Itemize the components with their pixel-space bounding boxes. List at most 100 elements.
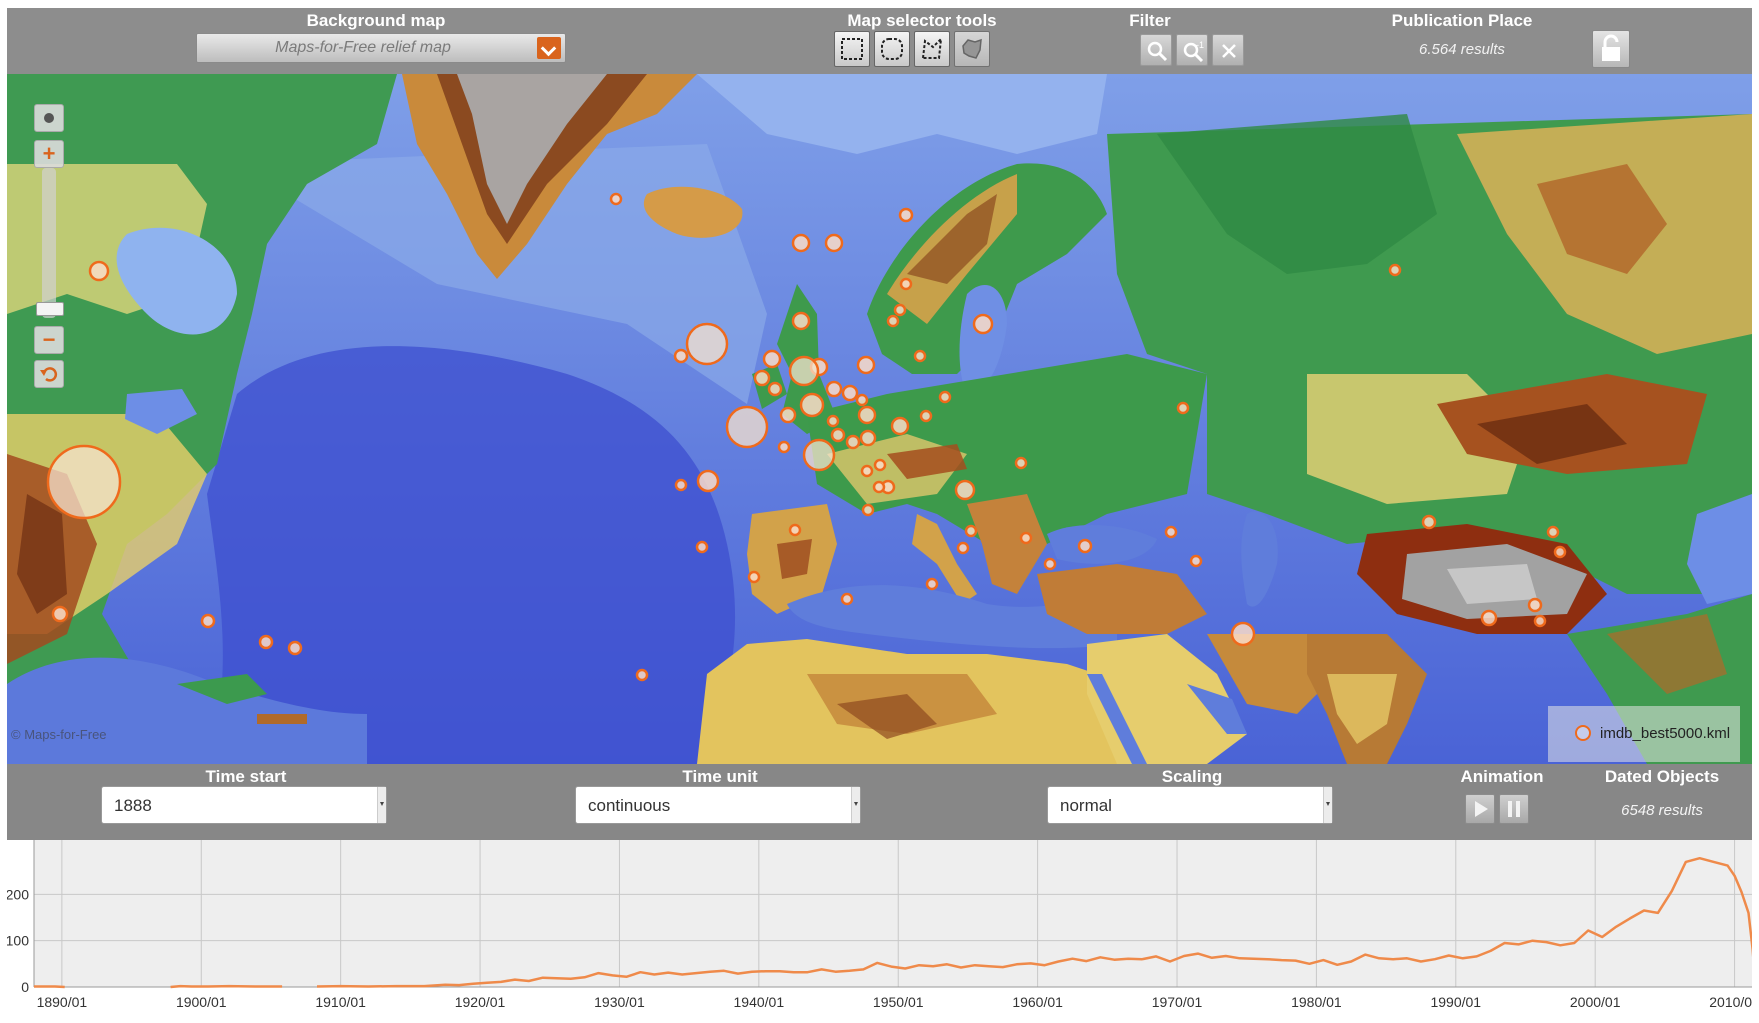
place-marker[interactable] (635, 668, 649, 682)
place-marker[interactable] (886, 314, 900, 328)
place-marker[interactable] (1388, 263, 1402, 277)
series-line[interactable] (34, 985, 65, 989)
place-marker[interactable] (695, 540, 709, 554)
place-marker[interactable] (841, 384, 859, 402)
place-marker[interactable] (200, 613, 216, 629)
place-marker[interactable] (1553, 545, 1567, 559)
time-unit-select[interactable]: continuous (575, 786, 861, 824)
place-marker[interactable] (1019, 531, 1033, 545)
place-marker[interactable] (1230, 621, 1256, 647)
place-marker[interactable] (938, 390, 952, 404)
timeline-chart-svg[interactable]: 0 100 200 1890/01 1900/01 1910/01 1920/01 1930/… (6, 840, 1759, 1018)
timeline-chart[interactable]: 0 100 200 1890/01 1900/01 1910/01 1920/01 1930/… (6, 840, 1759, 1018)
place-marker[interactable] (802, 438, 836, 472)
series-line[interactable] (316, 856, 1757, 988)
place-marker[interactable] (899, 277, 913, 291)
background-map-select[interactable]: Maps-for-Free relief map (196, 33, 566, 63)
place-marker[interactable] (1014, 456, 1028, 470)
pause-button[interactable] (1499, 794, 1529, 824)
square-selector-button[interactable] (834, 31, 870, 67)
place-marker[interactable] (913, 349, 927, 363)
place-marker[interactable] (725, 405, 769, 449)
place-marker[interactable] (1189, 554, 1203, 568)
place-marker[interactable] (673, 348, 689, 364)
place-marker[interactable] (1176, 401, 1190, 415)
place-marker[interactable] (825, 380, 843, 398)
place-marker[interactable] (799, 392, 825, 418)
lock-button[interactable] (1592, 30, 1630, 68)
clear-filter-button[interactable] (1212, 34, 1244, 66)
place-marker[interactable] (609, 192, 623, 206)
place-marker[interactable] (872, 480, 886, 494)
scaling-scroll-icon[interactable] (1323, 787, 1332, 823)
inverse-filter-button[interactable]: -1 (1176, 34, 1208, 66)
place-marker[interactable] (972, 313, 994, 335)
time-start-select[interactable]: 1888 (101, 786, 387, 824)
country-selector-button[interactable] (954, 31, 990, 67)
place-marker[interactable] (46, 444, 122, 520)
place-marker[interactable] (1527, 597, 1543, 613)
chevron-down-icon[interactable] (537, 37, 561, 59)
place-marker[interactable] (861, 503, 875, 517)
polygon-selector-button[interactable] (914, 31, 950, 67)
place-marker[interactable] (845, 434, 861, 450)
place-marker[interactable] (767, 381, 783, 397)
place-marker[interactable] (791, 233, 811, 253)
zoom-out-button[interactable]: − (34, 326, 64, 354)
zoom-world-button[interactable] (34, 104, 64, 132)
place-marker[interactable] (696, 469, 720, 493)
place-marker[interactable] (857, 405, 877, 425)
place-marker[interactable] (1480, 609, 1498, 627)
place-marker[interactable] (258, 634, 274, 650)
place-marker[interactable] (1164, 525, 1178, 539)
place-marker[interactable] (788, 523, 802, 537)
place-marker[interactable] (788, 355, 820, 387)
place-marker[interactable] (890, 416, 910, 436)
zoom-in-button[interactable]: + (34, 140, 64, 168)
place-marker[interactable] (777, 440, 791, 454)
place-marker[interactable] (753, 369, 771, 387)
place-marker[interactable] (1043, 557, 1057, 571)
place-marker[interactable] (1533, 614, 1547, 628)
series-line[interactable] (170, 984, 283, 989)
place-marker[interactable] (791, 311, 811, 331)
place-marker[interactable] (1546, 525, 1560, 539)
place-marker[interactable] (964, 524, 978, 538)
zoom-slider[interactable] (36, 168, 64, 318)
place-marker[interactable] (840, 592, 854, 606)
time-start-scroll-icon[interactable] (377, 787, 386, 823)
place-marker[interactable] (1421, 514, 1437, 530)
place-marker[interactable] (860, 464, 874, 478)
place-marker[interactable] (674, 478, 688, 492)
publication-place-markers[interactable] (7, 74, 1752, 764)
time-unit-scroll-icon[interactable] (851, 787, 860, 823)
filter-button[interactable] (1140, 34, 1172, 66)
place-marker[interactable] (893, 303, 907, 317)
place-marker[interactable] (856, 355, 876, 375)
place-marker[interactable] (88, 260, 110, 282)
place-marker[interactable] (956, 541, 970, 555)
place-marker[interactable] (826, 414, 840, 428)
place-marker[interactable] (824, 233, 844, 253)
place-marker[interactable] (954, 479, 976, 501)
place-marker[interactable] (859, 429, 877, 447)
place-marker[interactable] (685, 322, 729, 366)
place-marker[interactable] (747, 570, 761, 584)
scaling-select[interactable]: normal (1047, 786, 1333, 824)
place-marker[interactable] (779, 406, 797, 424)
place-marker[interactable] (919, 409, 933, 423)
place-marker[interactable] (830, 427, 846, 443)
play-button[interactable] (1465, 794, 1495, 824)
place-marker[interactable] (898, 207, 914, 223)
place-marker[interactable] (51, 605, 69, 623)
zoom-slider-knob[interactable] (36, 302, 64, 316)
place-marker[interactable] (1077, 538, 1093, 554)
zoom-reset-button[interactable] (34, 360, 64, 388)
place-marker[interactable] (873, 458, 887, 472)
place-marker[interactable] (287, 640, 303, 656)
place-marker[interactable] (855, 393, 869, 407)
place-marker[interactable] (925, 577, 939, 591)
circle-selector-button[interactable] (874, 31, 910, 67)
place-marker[interactable] (762, 349, 782, 369)
map-view[interactable]: + − © Maps-for-Free imdb_best5000.kml (7, 74, 1752, 764)
